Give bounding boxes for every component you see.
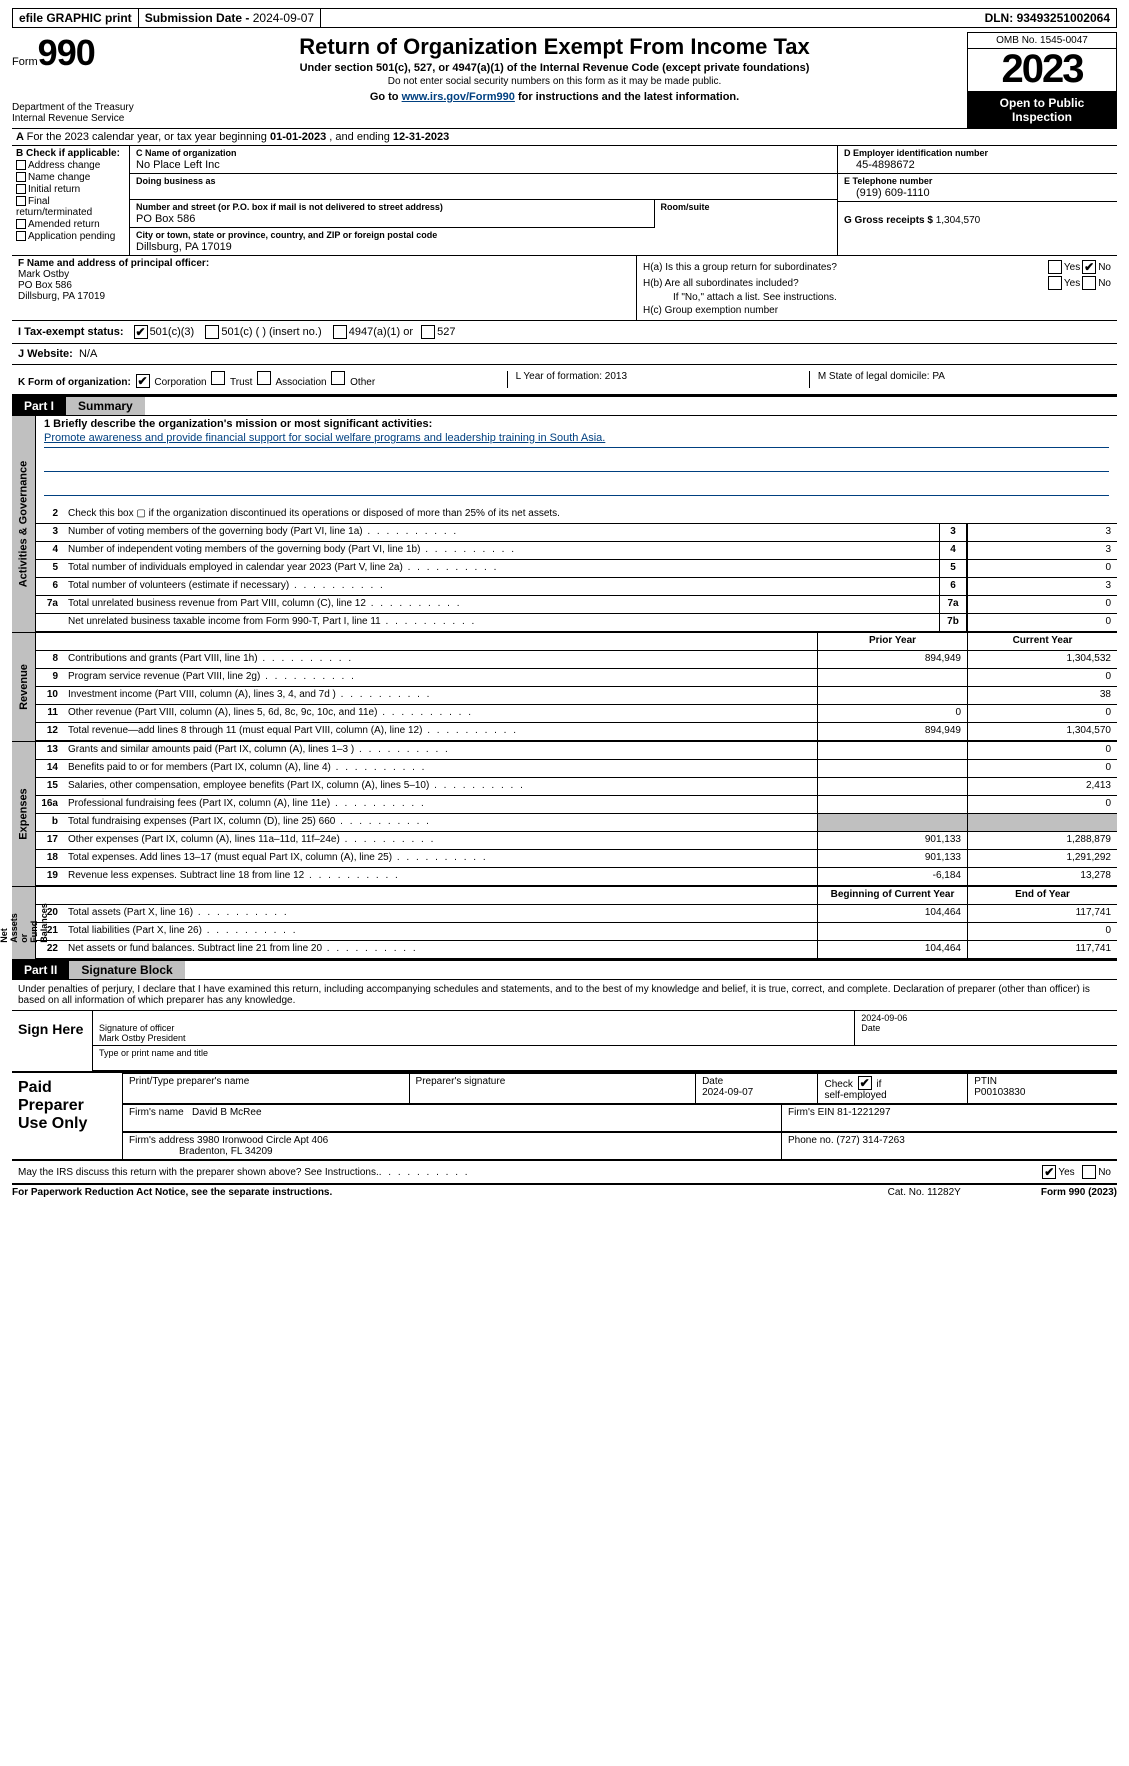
box-f: F Name and address of principal officer:…	[12, 256, 637, 320]
dept-treasury: Department of the Treasury Internal Reve…	[12, 102, 136, 124]
table-row: Net unrelated business taxable income fr…	[36, 614, 1117, 632]
table-row: 14Benefits paid to or for members (Part …	[36, 760, 1117, 778]
discuss-line: May the IRS discuss this return with the…	[12, 1161, 1117, 1184]
public-inspection: Open to Public Inspection	[968, 92, 1116, 128]
table-row: 7aTotal unrelated business revenue from …	[36, 596, 1117, 614]
topbar: efile GRAPHIC print Submission Date - 20…	[12, 8, 1117, 28]
checkbox-discuss-yes[interactable]	[1042, 1165, 1056, 1179]
box-i: I Tax-exempt status: 501(c)(3) 501(c) ( …	[12, 321, 1117, 344]
checkbox-initial-return[interactable]	[16, 184, 26, 194]
checkbox-discuss-no[interactable]	[1082, 1165, 1096, 1179]
prep-date: 2024-09-07	[702, 1087, 753, 1098]
dln: DLN: 93493251002064	[979, 9, 1116, 27]
part1-title: Summary	[66, 397, 145, 415]
mission-text: Promote awareness and provide financial …	[44, 432, 1109, 448]
checkbox-self-employed[interactable]	[858, 1076, 872, 1090]
table-row: 18Total expenses. Add lines 13–17 (must …	[36, 850, 1117, 868]
checkbox-amended[interactable]	[16, 219, 26, 229]
box-j: J Website: N/A	[12, 344, 1117, 365]
irs-link[interactable]: www.irs.gov/Form990	[402, 91, 515, 103]
table-row: 4Number of independent voting members of…	[36, 542, 1117, 560]
ssn-note: Do not enter social security numbers on …	[150, 76, 959, 87]
ein: 45-4898672	[844, 159, 915, 171]
checkbox-pending[interactable]	[16, 231, 26, 241]
firm-name: David B McRee	[192, 1107, 261, 1118]
box-b: B Check if applicable: Address change Na…	[12, 146, 130, 256]
city: Dillsburg, PA 17019	[136, 241, 232, 253]
efile-label: efile GRAPHIC print	[13, 9, 139, 27]
vtab-governance: Activities & Governance	[12, 416, 36, 632]
part1-header: Part I	[12, 397, 66, 415]
checkbox-4947[interactable]	[333, 325, 347, 339]
table-row: 9Program service revenue (Part VIII, lin…	[36, 669, 1117, 687]
checkbox-501c3[interactable]	[134, 325, 148, 339]
box-l: L Year of formation: 2013	[507, 371, 809, 388]
checkbox-assoc[interactable]	[257, 371, 271, 385]
ptin: P00103830	[974, 1087, 1025, 1098]
table-row: 22Net assets or fund balances. Subtract …	[36, 941, 1117, 959]
table-row: 13Grants and similar amounts paid (Part …	[36, 742, 1117, 760]
firm-addr: 3980 Ironwood Circle Apt 406	[197, 1135, 328, 1146]
form-title: Return of Organization Exempt From Incom…	[150, 34, 959, 60]
firm-ein: 81-1221297	[837, 1107, 890, 1118]
firm-phone: (727) 314-7263	[836, 1135, 904, 1146]
vtab-netassets: Net Assets or Fund Balances	[12, 887, 36, 959]
form-subtitle: Under section 501(c), 527, or 4947(a)(1)…	[150, 62, 959, 74]
org-name: No Place Left Inc	[136, 159, 220, 171]
submission-date: Submission Date - 2024-09-07	[139, 9, 321, 27]
table-row: 5Total number of individuals employed in…	[36, 560, 1117, 578]
box-k: K Form of organization: Corporation Trus…	[18, 371, 507, 388]
box-m: M State of legal domicile: PA	[809, 371, 1111, 388]
table-row: 16aProfessional fundraising fees (Part I…	[36, 796, 1117, 814]
officer-name: Mark Ostby President	[99, 1033, 186, 1043]
box-d: D Employer identification number45-48986…	[837, 146, 1117, 256]
goto-link: Go to www.irs.gov/Form990 for instructio…	[150, 91, 959, 103]
checkbox-hb-yes[interactable]	[1048, 276, 1062, 290]
form-number: 990	[38, 32, 95, 73]
checkbox-501c[interactable]	[205, 325, 219, 339]
gross-receipts: 1,304,570	[936, 215, 981, 226]
checkbox-hb-no[interactable]	[1082, 276, 1096, 290]
table-row: 8Contributions and grants (Part VIII, li…	[36, 651, 1117, 669]
checkbox-name-change[interactable]	[16, 172, 26, 182]
table-row: 17Other expenses (Part IX, column (A), l…	[36, 832, 1117, 850]
table-row: 15Salaries, other compensation, employee…	[36, 778, 1117, 796]
table-row: 21Total liabilities (Part X, line 26)0	[36, 923, 1117, 941]
line-a: A For the 2023 calendar year, or tax yea…	[12, 129, 1117, 146]
checkbox-trust[interactable]	[211, 371, 225, 385]
paid-preparer-label: Paid Preparer Use Only	[12, 1073, 122, 1159]
table-row: 12Total revenue—add lines 8 through 11 (…	[36, 723, 1117, 741]
tax-year: 2023	[968, 49, 1116, 92]
table-row: bTotal fundraising expenses (Part IX, co…	[36, 814, 1117, 832]
checkbox-ha-no[interactable]	[1082, 260, 1096, 274]
table-row: 3Number of voting members of the governi…	[36, 524, 1117, 542]
street: PO Box 586	[136, 213, 195, 225]
checkbox-ha-yes[interactable]	[1048, 260, 1062, 274]
part2-title: Signature Block	[69, 961, 184, 979]
vtab-expenses: Expenses	[12, 742, 36, 886]
sign-date: 2024-09-06	[861, 1013, 907, 1023]
table-row: 6Total number of volunteers (estimate if…	[36, 578, 1117, 596]
page-footer: For Paperwork Reduction Act Notice, see …	[12, 1184, 1117, 1198]
table-row: 20Total assets (Part X, line 16)104,4641…	[36, 905, 1117, 923]
checkbox-other[interactable]	[331, 371, 345, 385]
mission-block: 1 Briefly describe the organization's mi…	[36, 416, 1117, 506]
table-row: 11Other revenue (Part VIII, column (A), …	[36, 705, 1117, 723]
checkbox-address-change[interactable]	[16, 160, 26, 170]
box-h: H(a) Is this a group return for subordin…	[637, 256, 1117, 320]
sign-here-label: Sign Here	[12, 1011, 92, 1071]
perjury-text: Under penalties of perjury, I declare th…	[12, 980, 1117, 1011]
form-header: Form990 Department of the Treasury Inter…	[12, 32, 1117, 129]
part2-header: Part II	[12, 961, 69, 979]
vtab-revenue: Revenue	[12, 633, 36, 741]
table-row: 10Investment income (Part VIII, column (…	[36, 687, 1117, 705]
checkbox-corp[interactable]	[136, 374, 150, 388]
table-row: 19Revenue less expenses. Subtract line 1…	[36, 868, 1117, 886]
form-label: Form	[12, 56, 38, 68]
checkbox-527[interactable]	[421, 325, 435, 339]
phone: (919) 609-1110	[844, 187, 930, 199]
box-c: C Name of organizationNo Place Left Inc …	[130, 146, 837, 256]
checkbox-final-return[interactable]	[16, 196, 26, 206]
